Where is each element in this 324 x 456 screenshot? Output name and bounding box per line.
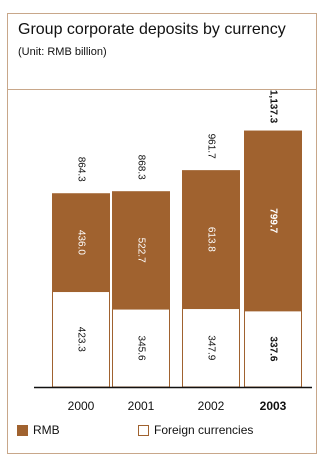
legend-label-foreign: Foreign currencies (154, 423, 254, 437)
legend-swatch-rmb (17, 424, 28, 436)
data-label-foreign-2000: 423.3 (76, 327, 87, 352)
bar-rmb-2003 (244, 130, 302, 311)
data-label-rmb-2003: 799.7 (268, 208, 279, 233)
data-label-total-2003: 1,137.3 (268, 90, 279, 124)
bar-foreign-2003 (244, 310, 302, 388)
bar-foreign-2001 (112, 308, 170, 388)
chart-title: Group corporate deposits by currency (18, 21, 286, 38)
data-label-foreign-2003: 337.6 (268, 336, 279, 361)
data-label-total-2000: 864.3 (76, 157, 87, 182)
bar-foreign-2000 (52, 291, 110, 388)
legend-item-foreign: Foreign currencies (138, 423, 253, 437)
chart-legend: RMB Foreign currencies (0, 423, 324, 441)
bar-rmb-2000 (52, 193, 110, 292)
data-label-rmb-2002: 613.8 (206, 227, 217, 252)
data-label-total-2002: 961.7 (206, 134, 217, 159)
chart-header: Group corporate deposits by currency (Un… (8, 14, 316, 90)
bar-rmb-2002 (182, 170, 240, 309)
data-label-rmb-2001: 522.7 (136, 238, 147, 263)
data-label-foreign-2002: 347.9 (206, 335, 217, 360)
bar-rmb-2001 (112, 191, 170, 310)
data-label-total-2001: 868.3 (136, 155, 147, 180)
legend-swatch-foreign (138, 424, 149, 436)
x-tick-label-2003: 2003 (260, 399, 287, 413)
legend-item-rmb: RMB (17, 423, 60, 437)
data-label-foreign-2001: 345.6 (136, 336, 147, 361)
data-label-rmb-2000: 436.0 (76, 230, 87, 255)
chart-subtitle: (Unit: RMB billion) (18, 46, 107, 58)
x-tick-label-2000: 2000 (68, 399, 95, 413)
x-tick-label-2002: 2002 (198, 399, 225, 413)
legend-label-rmb: RMB (33, 423, 60, 437)
bar-foreign-2002 (182, 308, 240, 388)
x-tick-label-2001: 2001 (128, 399, 155, 413)
